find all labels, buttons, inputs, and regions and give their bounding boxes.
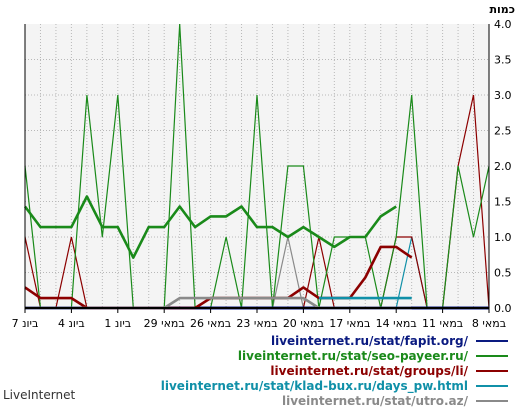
y-tick-label: 0.5 [494,267,512,280]
legend-label: liveinternet.ru/stat/groups/li/ [270,363,468,378]
y-axis-label: כמות [490,3,515,16]
x-tick-label: 11 במאי [422,317,463,330]
y-tick-label: 1.5 [494,196,512,209]
x-tick-label: 1 ביונ [104,317,131,330]
y-tick-label: 2.0 [494,160,512,173]
legend-swatch [476,399,508,402]
x-tick-label: 7 ביונ [12,317,39,330]
legend-swatch [476,354,508,357]
chart-labels: 0.0 0.5 1.0 1.5 2.0 2.5 3.0 3.5 4.0 כמות 7 ביונ 4 ב… [12,3,515,330]
y-tick-label: 2.5 [494,125,512,138]
legend-item: liveinternet.ru/stat/fapit.org/ [161,333,508,348]
y-tick-label: 3.5 [494,54,512,67]
series-line-1 [24,23,490,309]
average-line-0 [23,195,397,259]
legend-item: liveinternet.ru/stat/groups/li/ [161,363,508,378]
chart-axes [24,24,490,313]
x-tick-label: 23 במאי [236,317,277,330]
legend-item: liveinternet.ru/stat/klad-bux.ru/days_pw… [161,378,508,393]
legend-label: liveinternet.ru/stat/klad-bux.ru/days_pw… [160,378,468,393]
legend-label: liveinternet.ru/stat/utro.az/ [281,393,468,408]
legend-swatch [476,369,508,372]
x-tick-label: 26 במאי [190,317,231,330]
x-tick-label: 20 במאי [283,317,324,330]
legend-label: liveinternet.ru/stat/fapit.org/ [270,333,468,348]
y-tick-label: 3.0 [494,89,512,102]
y-tick-label: 0.0 [494,302,512,315]
legend-item: liveinternet.ru/stat/seo-payeer.ru/ [161,348,508,363]
x-tick-label: 29 במאי [144,317,185,330]
legend-item: liveinternet.ru/stat/utro.az/ [161,393,508,408]
legend-label: liveinternet.ru/stat/seo-payeer.ru/ [237,348,468,363]
x-tick-label: 17 במאי [329,317,370,330]
x-tick-label: 14 במאי [376,317,417,330]
legend-swatch [476,384,508,387]
brand-logo: LiveInternet [3,388,76,402]
y-tick-label: 4.0 [494,18,512,31]
x-tick-label: 8 במאי [472,317,506,330]
chart-legend: liveinternet.ru/stat/fapit.org/liveinter… [161,333,508,408]
x-tick-label: 4 ביונ [58,317,85,330]
y-tick-label: 1.0 [494,231,512,244]
legend-swatch [476,339,508,342]
